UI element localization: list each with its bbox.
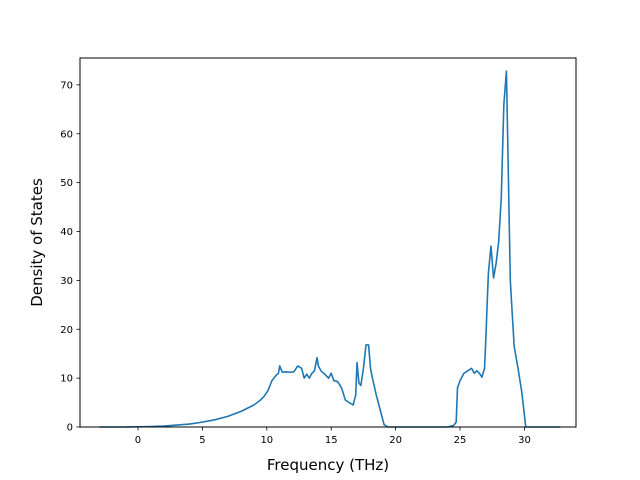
y-axis-label: Density of States bbox=[28, 178, 46, 307]
axes-frame bbox=[79, 57, 577, 428]
x-tick-label: 5 bbox=[199, 435, 205, 446]
x-axis-label: Frequency (THz) bbox=[267, 456, 389, 474]
x-tick-label: 0 bbox=[135, 435, 141, 446]
y-tick-label: 30 bbox=[60, 276, 73, 287]
y-tick-label: 10 bbox=[60, 374, 73, 385]
x-tick-label: 25 bbox=[454, 435, 467, 446]
y-ticks: 0 10 20 30 40 50 60 70 bbox=[60, 80, 80, 434]
x-tick-label: 10 bbox=[260, 435, 273, 446]
x-tick-label: 30 bbox=[518, 435, 531, 446]
y-tick-label: 20 bbox=[60, 325, 73, 336]
plot-area bbox=[80, 58, 576, 427]
series-line-0 bbox=[99, 70, 561, 428]
y-tick-label: 0 bbox=[67, 423, 73, 434]
x-ticks: 0 5 10 15 20 25 30 bbox=[135, 427, 531, 446]
x-tick-label: 20 bbox=[389, 435, 402, 446]
y-tick-label: 70 bbox=[60, 80, 73, 91]
y-tick-label: 40 bbox=[60, 227, 73, 238]
y-tick-label: 60 bbox=[60, 129, 73, 140]
series-layer bbox=[99, 70, 561, 428]
x-tick-label: 15 bbox=[325, 435, 338, 446]
y-tick-label: 50 bbox=[60, 178, 73, 189]
